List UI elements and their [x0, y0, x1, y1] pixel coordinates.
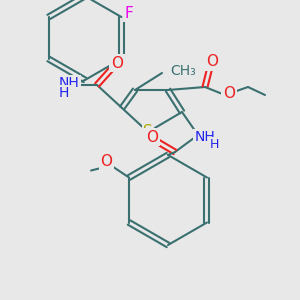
Text: O: O	[146, 130, 158, 145]
Text: O: O	[206, 55, 218, 70]
Text: H: H	[59, 86, 69, 100]
Text: O: O	[111, 56, 123, 70]
Text: H: H	[209, 139, 219, 152]
Text: CH₃: CH₃	[170, 64, 196, 78]
Text: NH: NH	[58, 76, 80, 90]
Text: S: S	[143, 124, 153, 140]
Text: NH: NH	[195, 130, 215, 144]
Text: O: O	[223, 85, 235, 100]
Text: O: O	[100, 154, 112, 169]
Text: F: F	[125, 5, 134, 20]
